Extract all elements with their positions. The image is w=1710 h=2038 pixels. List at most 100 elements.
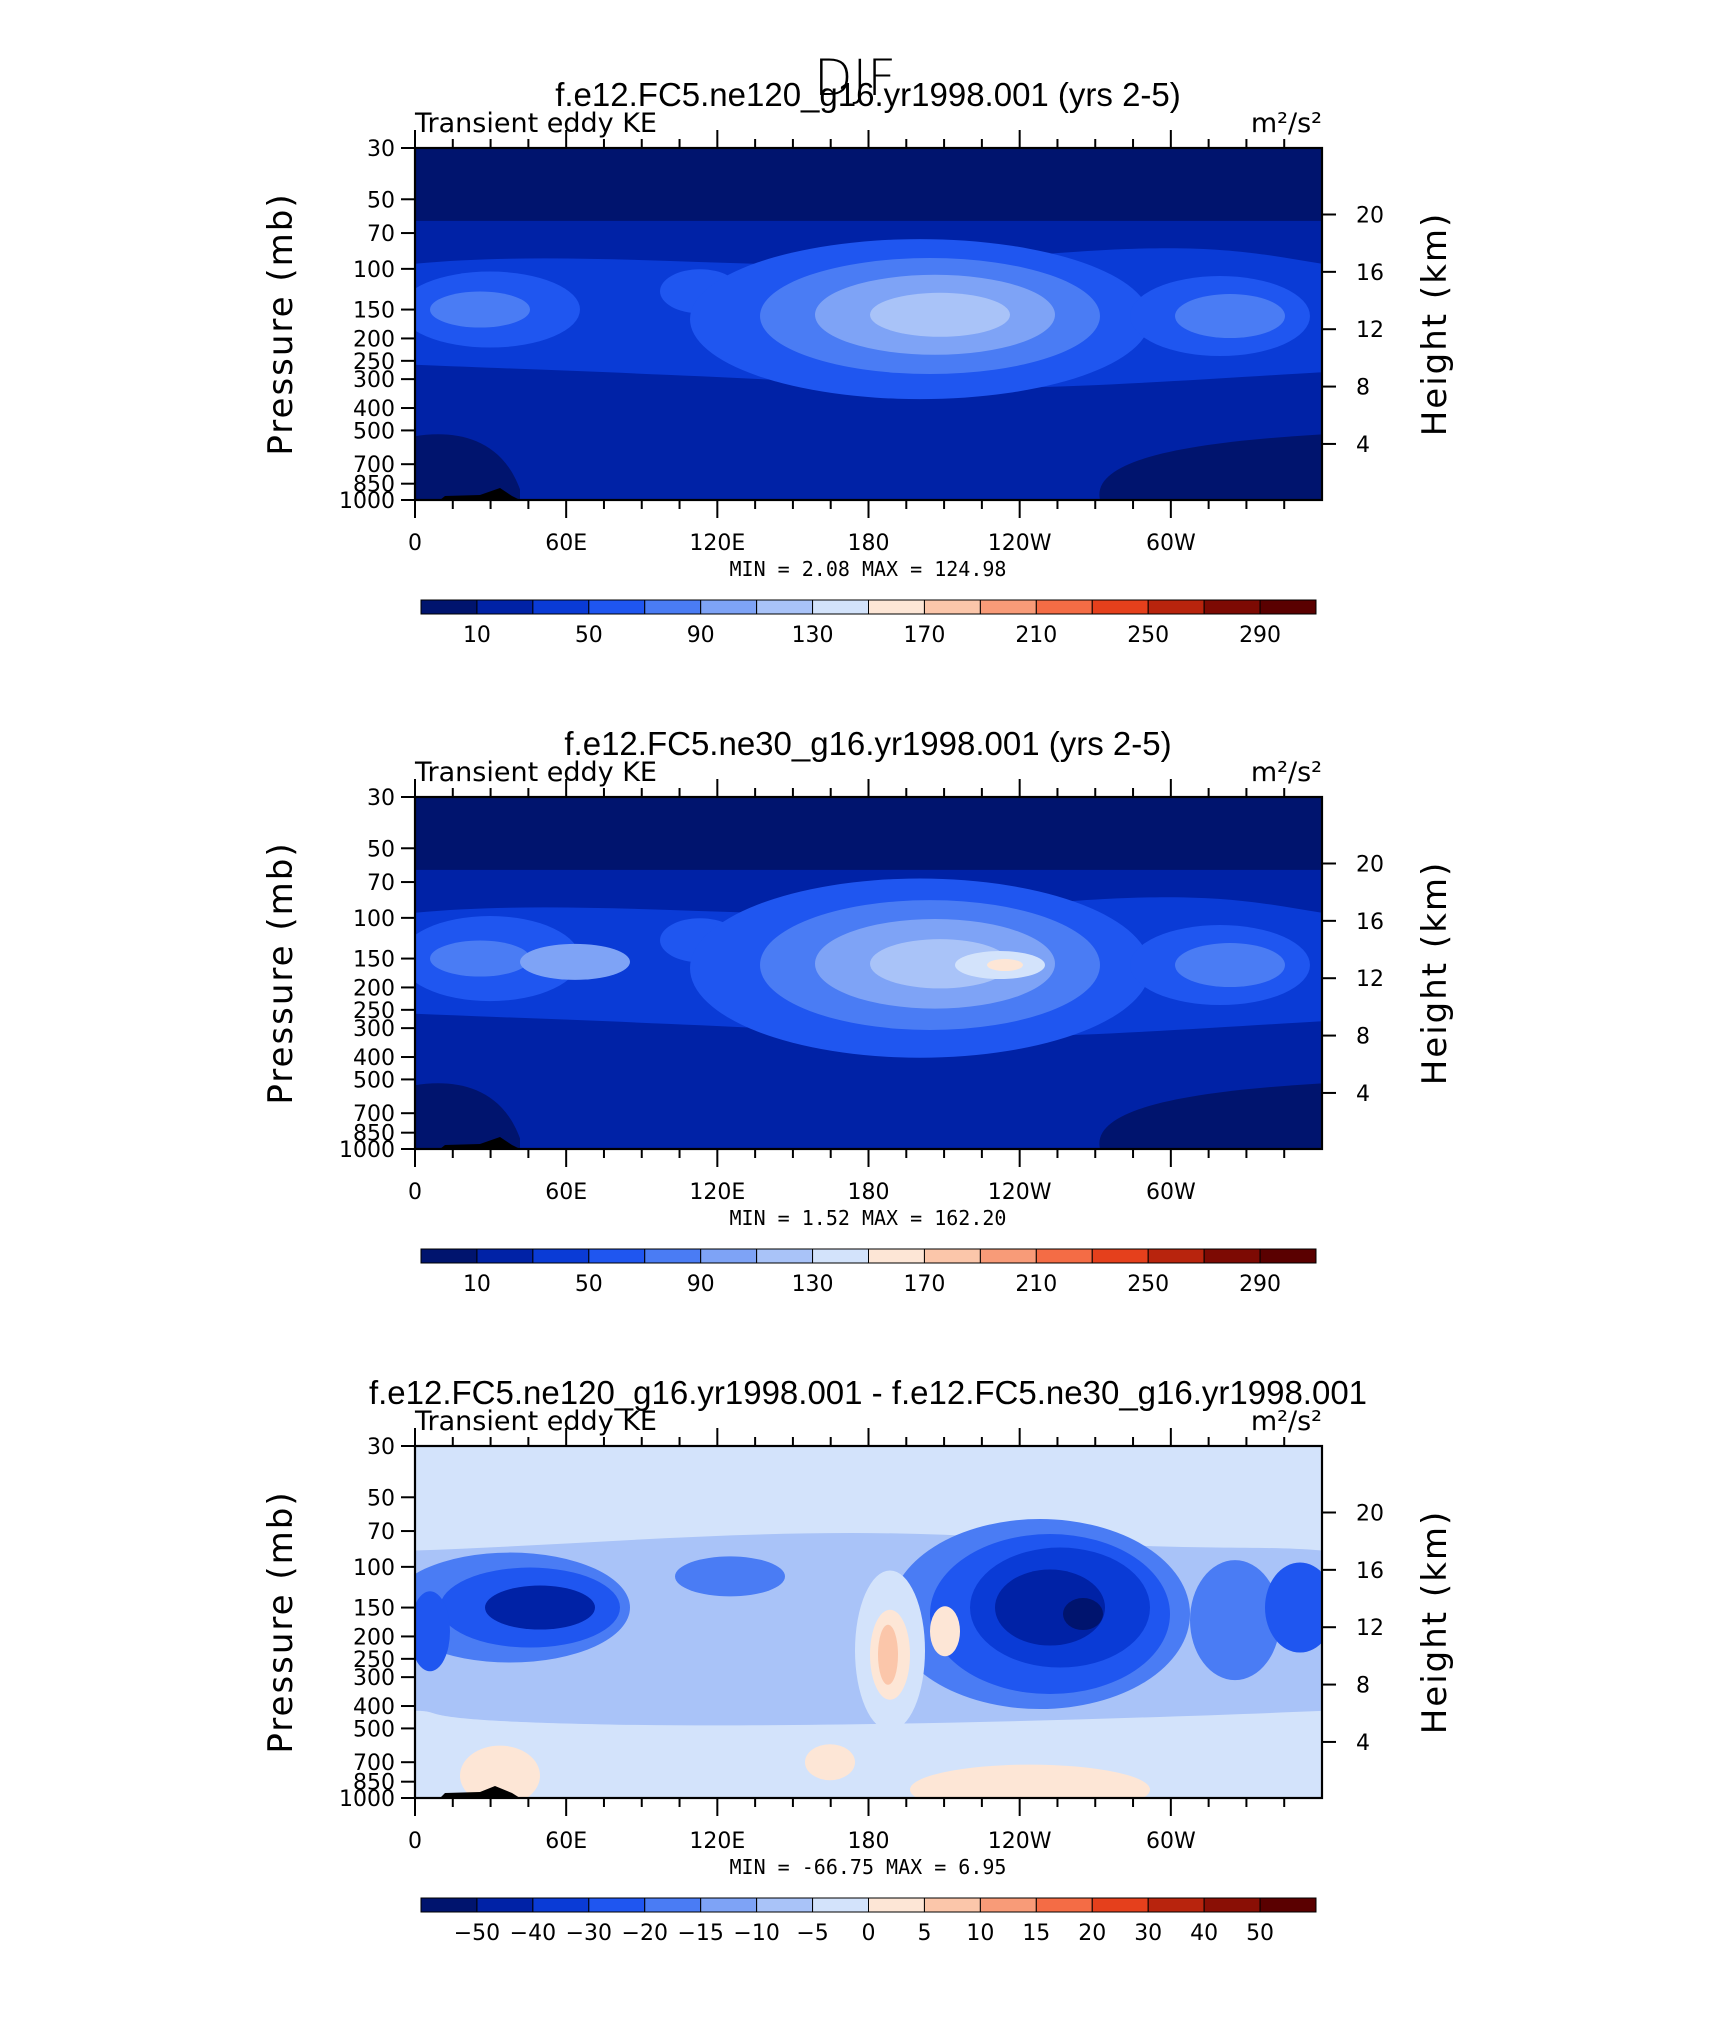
y-tick-label: 30 (367, 1435, 395, 1460)
y-right-tick-label: 4 (1356, 1082, 1370, 1107)
colorbar-swatch (979, 599, 1037, 615)
y-right-tick-label: 8 (1356, 376, 1370, 401)
panel-left-label: Transient eddy KE (414, 1406, 657, 1437)
y-axis-title: Pressure (mb) (261, 841, 301, 1104)
colorbar-label: −10 (733, 1921, 779, 1946)
colorbar-swatch (420, 599, 478, 615)
colorbar-swatch (1259, 1897, 1317, 1913)
panel-2: f.e12.FC5.ne30_g16.yr1998.001 (yrs 2-5)T… (261, 725, 1455, 1297)
y-right-tick-label: 4 (1356, 433, 1370, 458)
y-tick-label: 200 (353, 327, 395, 352)
colorbar-swatch (476, 599, 534, 615)
surface-low-west (415, 434, 520, 500)
contour-field (415, 797, 1322, 1149)
y-tick-label: 30 (367, 786, 395, 811)
y-tick-label: 700 (353, 453, 395, 478)
y-right-tick-label: 20 (1356, 203, 1384, 228)
band-strat (415, 797, 1322, 870)
colorbar-swatch (979, 1248, 1037, 1264)
y-right-tick-label: 8 (1356, 1025, 1370, 1050)
colorbar-swatch (644, 599, 702, 615)
colorbar-label: 0 (862, 1921, 876, 1946)
contour-fill (930, 1606, 960, 1657)
x-tick-label: 0 (408, 1829, 422, 1854)
y-tick-label: 100 (353, 258, 395, 283)
y-tick-label: 500 (353, 1068, 395, 1093)
y-tick-label: 250 (353, 999, 395, 1024)
colorbar-label: 90 (687, 1272, 715, 1297)
contour-fill (485, 1585, 595, 1630)
colorbar-label: −30 (566, 1921, 612, 1946)
contour-fill (1175, 943, 1285, 988)
contour-fill (870, 292, 1010, 337)
colorbar-label: 50 (575, 623, 603, 648)
colorbar-swatch (588, 1897, 646, 1913)
panel-units-label: m²/s² (1251, 1406, 1322, 1437)
y-tick-label: 250 (353, 1648, 395, 1673)
y-tick-label: 850 (353, 1771, 395, 1796)
colorbar-label: 20 (1078, 1921, 1106, 1946)
colorbar-swatch (1091, 1248, 1149, 1264)
colorbar-label: −15 (677, 1921, 723, 1946)
y-tick-label: 850 (353, 473, 395, 498)
colorbar-swatch (420, 1248, 478, 1264)
colorbar-swatch (700, 599, 758, 615)
y-right-axis-title: Height (km) (1415, 212, 1455, 437)
colorbar-swatch (812, 1248, 869, 1264)
colorbar-swatch (756, 599, 814, 615)
y-tick-label: 300 (353, 1017, 395, 1042)
band-strat (415, 148, 1322, 221)
x-tick-label: 120E (689, 1180, 745, 1205)
y-tick-label: 70 (367, 871, 395, 896)
colorbar-swatch (420, 1897, 478, 1913)
x-tick-label: 60W (1146, 531, 1196, 556)
colorbar-swatch (812, 599, 869, 615)
colorbar-label: 30 (1134, 1921, 1162, 1946)
contour-fill (910, 1764, 1150, 1798)
contour-fill (987, 959, 1023, 972)
x-tick-label: 120E (689, 531, 745, 556)
min-max-text: MIN = 2.08 MAX = 124.98 (730, 557, 1007, 581)
contour-fill (415, 1591, 450, 1672)
colorbar-label: 15 (1022, 1921, 1050, 1946)
colorbar-swatch (868, 1897, 925, 1913)
colorbar-swatch (1147, 1248, 1205, 1264)
colorbar-swatch (1091, 599, 1149, 615)
contour-fill (1175, 294, 1285, 339)
y-tick-label: 50 (367, 837, 395, 862)
surface-low-west (415, 1083, 520, 1149)
colorbar-swatch (588, 1248, 646, 1264)
colorbar-swatch (1203, 599, 1261, 615)
y-tick-label: 700 (353, 1102, 395, 1127)
surface-low-east (1099, 434, 1322, 500)
colorbar-label: −50 (454, 1921, 500, 1946)
panel-left-label: Transient eddy KE (414, 757, 657, 788)
x-tick-label: 0 (408, 531, 422, 556)
panel-1: f.e12.FC5.ne120_g16.yr1998.001 (yrs 2-5)… (261, 76, 1455, 648)
colorbar-label: 170 (903, 1272, 945, 1297)
colorbar-label: 210 (1015, 623, 1057, 648)
colorbar-label: 170 (903, 623, 945, 648)
y-tick-label: 70 (367, 222, 395, 247)
x-tick-label: 120W (988, 531, 1052, 556)
contour-field (415, 1446, 1322, 1798)
y-tick-label: 150 (353, 1597, 395, 1622)
y-tick-label: 1000 (339, 1787, 395, 1812)
colorbar-swatch (532, 599, 590, 615)
y-tick-label: 400 (353, 1695, 395, 1720)
y-right-tick-label: 8 (1356, 1674, 1370, 1699)
colorbar-swatch (1147, 1897, 1205, 1913)
colorbar-swatch (476, 1248, 534, 1264)
contour-fill (430, 940, 530, 977)
colorbar-swatch (532, 1897, 590, 1913)
topography (440, 1137, 520, 1149)
x-tick-label: 120W (988, 1829, 1052, 1854)
y-tick-label: 200 (353, 1625, 395, 1650)
colorbar-label: 50 (1246, 1921, 1274, 1946)
x-tick-label: 60E (545, 1180, 587, 1205)
y-right-axis-title: Height (km) (1415, 861, 1455, 1086)
panels: f.e12.FC5.ne120_g16.yr1998.001 (yrs 2-5)… (261, 76, 1455, 1946)
colorbar-label: 5 (917, 1921, 931, 1946)
y-tick-label: 850 (353, 1122, 395, 1147)
colorbar-label: −40 (510, 1921, 556, 1946)
